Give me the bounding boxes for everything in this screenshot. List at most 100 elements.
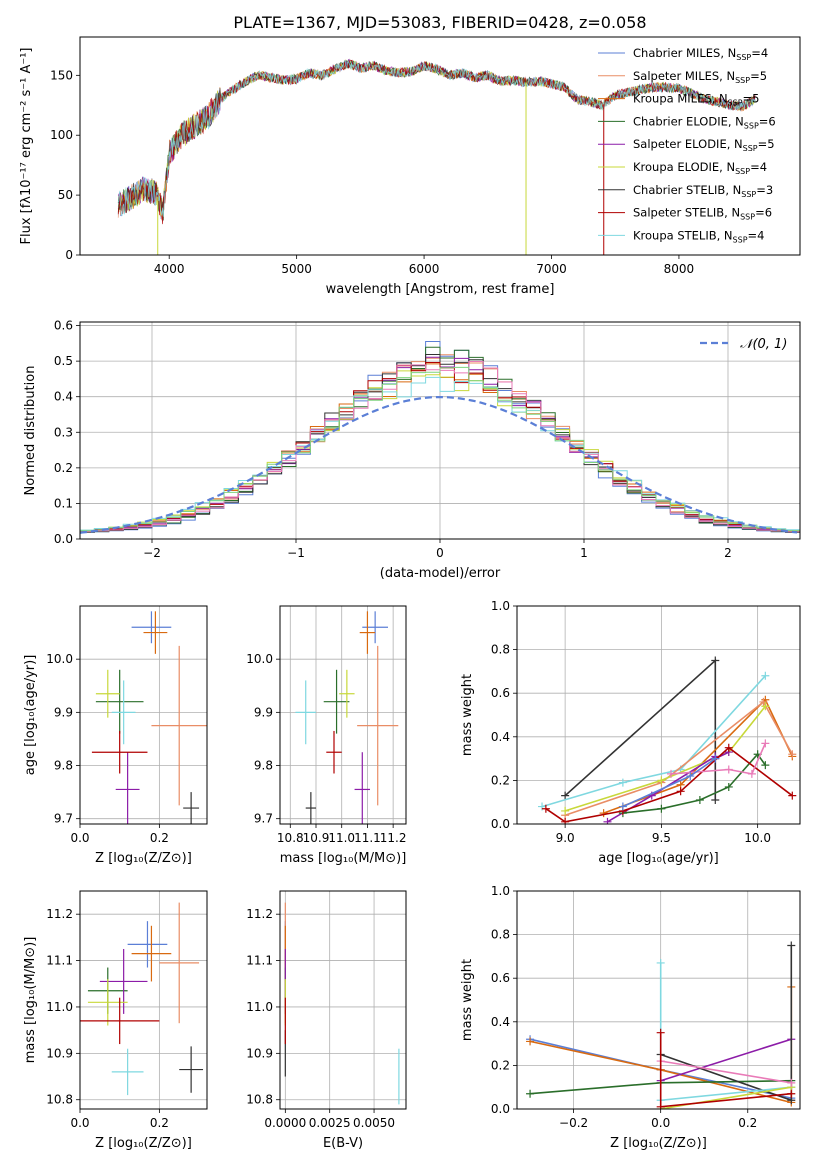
- axes-frame: [79, 605, 208, 825]
- y-tick-label: 9.7: [54, 812, 73, 826]
- x-tick-label: 0.0: [70, 831, 89, 845]
- mass-weight-point: [711, 796, 720, 805]
- axes-frame: [279, 890, 407, 1110]
- x-tick-label: 11.0: [328, 831, 355, 845]
- x-tick-label: −2: [143, 546, 161, 560]
- legend-entry: Salpeter STELIB, NSSP=6: [633, 206, 772, 222]
- plot-area: [526, 941, 796, 1109]
- plot-area: [91, 611, 207, 824]
- mass-weight-point: [656, 958, 665, 967]
- legend-entry: Salpeter ELODIE, NSSP=5: [633, 137, 775, 153]
- x-axis-label: E(B-V): [323, 1136, 363, 1151]
- y-tick-label: 9.9: [254, 705, 273, 719]
- y-tick-label: 0.6: [491, 971, 510, 985]
- y-tick-label: 0.2: [491, 1058, 510, 1072]
- y-tick-label: 11.2: [246, 907, 273, 921]
- x-axis-label: wavelength [Angstrom, rest frame]: [326, 282, 555, 297]
- x-tick-label: 11.1: [354, 831, 381, 845]
- y-tick-label: 0.2: [491, 773, 510, 787]
- figure-title: PLATE=1367, MJD=53083, FIBERID=0428, z=0…: [233, 13, 646, 32]
- x-axis-label: (data-model)/error: [380, 566, 501, 581]
- x-tick-label: 2: [724, 546, 732, 560]
- x-tick-label: 0.0000: [264, 1116, 306, 1130]
- legend-entry: Kroupa MILES, NSSP=5: [633, 92, 759, 108]
- age-vs-mass-axes: 10.810.911.011.111.2 9.7 9.8 9.9 10.0 mass [l…: [246, 605, 407, 866]
- x-tick-label: 0.2: [738, 1116, 757, 1130]
- x-tick-label: 10.8: [277, 831, 304, 845]
- mass-weight-point: [541, 804, 550, 813]
- y-tick-label: 0.4: [491, 730, 510, 744]
- mass-weight-point: [711, 656, 720, 665]
- y-tick-label: 11.2: [46, 907, 73, 921]
- mass-weight-point: [724, 765, 733, 774]
- legend-entry: Chabrier STELIB, NSSP=3: [633, 183, 773, 199]
- mass-weight-line: [564, 705, 766, 812]
- y-tick-label: 0.6: [491, 686, 510, 700]
- y-tick-label: 0.4: [491, 1015, 510, 1029]
- plot-area: [80, 902, 204, 1096]
- gaussian-curve: [80, 396, 798, 534]
- x-tick-label: 5000: [281, 262, 312, 276]
- y-tick-label: 0.1: [54, 496, 73, 510]
- x-tick-label: 8000: [664, 262, 695, 276]
- y-axis-label: mass weight: [460, 959, 475, 1041]
- y-tick-label: 10.8: [46, 1093, 73, 1107]
- y-axis-label: mass [log₁₀(M/M⊙)]: [23, 937, 38, 1064]
- spectrum-legend: Chabrier MILES, NSSP=4 Salpeter MILES, NS…: [598, 46, 776, 244]
- y-tick-label: 9.8: [54, 759, 73, 773]
- mass-weight-point: [788, 791, 797, 800]
- legend-entry: Chabrier ELODIE, NSSP=6: [633, 114, 776, 130]
- y-tick-label: 0.3: [54, 425, 73, 439]
- y-tick-label: 50: [58, 188, 73, 202]
- y-tick-label: 0.2: [54, 461, 73, 475]
- mass-weight-point: [787, 941, 796, 950]
- mass-weight-line: [659, 1032, 792, 1108]
- x-tick-label: 0.0: [651, 1116, 670, 1130]
- x-tick-label: 10.0: [744, 831, 771, 845]
- y-tick-label: 10.9: [246, 1046, 273, 1060]
- residuals-axes: −2 −1 0 1 2 0.0 0.1 0.2 0.3 0.4 0.5 0.6 (data-model)…: [23, 319, 801, 581]
- x-tick-label: 9.0: [556, 831, 575, 845]
- y-tick-label: 11.1: [46, 954, 73, 968]
- y-tick-label: 0.0: [54, 532, 73, 546]
- x-tick-label: 1: [580, 546, 588, 560]
- mass-weight-point: [787, 1078, 796, 1087]
- x-axis-label: mass [log₁₀(M/M⊙)]: [280, 851, 407, 866]
- mass-weight-point: [561, 806, 570, 815]
- x-axis-label: age [log₁₀(age/yr)]: [598, 851, 719, 866]
- y-tick-label: 1.0: [491, 884, 510, 898]
- x-tick-label: −0.2: [559, 1116, 588, 1130]
- mass-weight-point: [761, 702, 770, 711]
- y-tick-label: 10.9: [46, 1046, 73, 1060]
- mass-weight-line: [564, 700, 794, 817]
- mass-weight-line: [670, 742, 767, 775]
- mass-weight-point: [676, 787, 685, 796]
- histogram-step: [80, 376, 800, 539]
- y-tick-label: 0.5: [54, 354, 73, 368]
- x-tick-label: 0.0: [70, 1116, 89, 1130]
- y-tick-label: 0.8: [491, 643, 510, 657]
- y-tick-label: 1.0: [491, 599, 510, 613]
- axes-frame: [516, 890, 801, 1110]
- x-tick-label: −1: [287, 546, 305, 560]
- mass-weight-line: [545, 746, 793, 823]
- x-tick-label: 0.0025: [309, 1116, 351, 1130]
- axes-frame: [79, 321, 801, 540]
- mass-weight-point: [667, 769, 676, 778]
- mass-weight-point: [599, 809, 608, 818]
- legend-entry: Salpeter MILES, NSSP=5: [633, 69, 767, 85]
- mass-weight-point: [538, 802, 547, 811]
- y-tick-label: 11.0: [46, 1000, 73, 1014]
- plot-area: [295, 611, 399, 824]
- spectrum-line: [117, 59, 756, 217]
- y-tick-label: 0.0: [491, 817, 510, 831]
- mass-weight-line: [660, 1038, 792, 1082]
- y-tick-label: 100: [50, 128, 73, 142]
- spectrum-line: [117, 59, 756, 225]
- axes-frame: [279, 605, 407, 825]
- mass-vs-extinction-axes: 0.0000 0.0025 0.0050 10.8 10.9 11.0 11.1 11.2 E(…: [246, 890, 407, 1151]
- x-axis-label: Z [log₁₀(Z/Z⊙)]: [95, 851, 192, 866]
- y-axis-label: Normed distribution: [23, 366, 38, 496]
- y-tick-label: 11.0: [246, 1000, 273, 1014]
- x-tick-label: 6000: [409, 262, 440, 276]
